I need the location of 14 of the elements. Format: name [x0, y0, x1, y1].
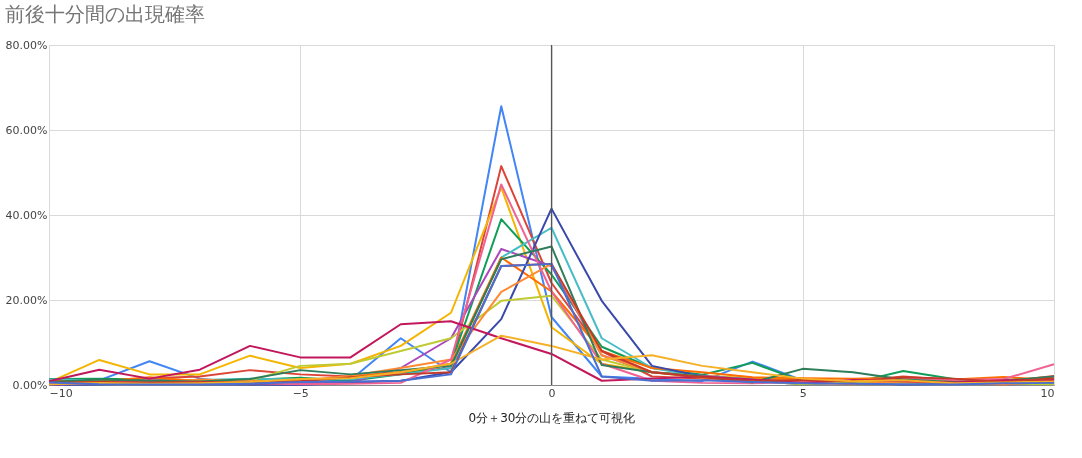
x-tick-label: 5: [799, 386, 807, 400]
y-tick-label: 20.00%: [5, 293, 48, 307]
y-tick-label: 60.00%: [5, 123, 48, 137]
chart-title: 前後十分間の出現確率: [5, 2, 206, 26]
x-tick-label: 0: [548, 386, 556, 400]
y-tick-label: 40.00%: [5, 208, 48, 222]
y-tick-label: 80.00%: [5, 38, 48, 52]
x-tick-label: 10: [1040, 386, 1055, 400]
x-tick-label: −10: [49, 386, 73, 400]
line-series: [48, 334, 1055, 386]
x-tick-label: −5: [292, 386, 309, 400]
line-series: [48, 320, 1055, 384]
x-axis-title: 0分＋30分の山を重ねて可視化: [468, 410, 636, 425]
y-tick-label: 0.00%: [12, 378, 48, 392]
